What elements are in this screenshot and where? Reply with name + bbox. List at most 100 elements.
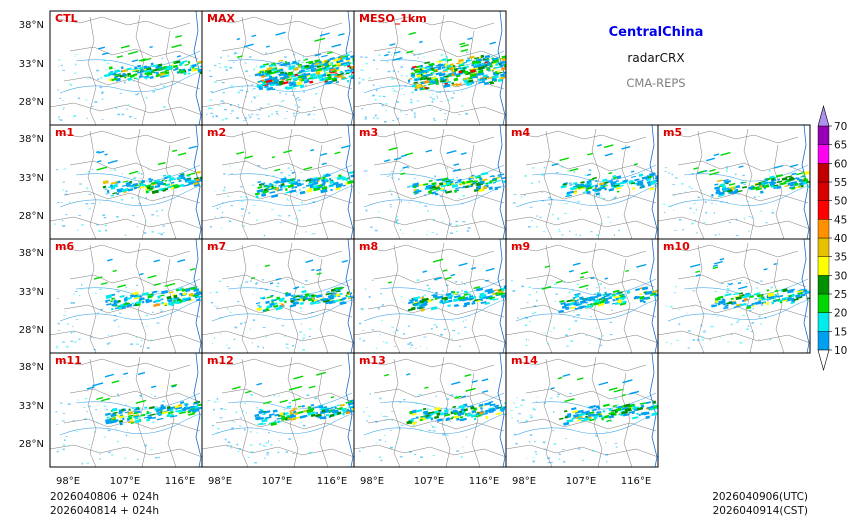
map-panel: MESO_1km: [353, 10, 507, 126]
colorbar-box: [817, 163, 830, 183]
colorbar-over-arrow: [817, 104, 830, 127]
radar-field: [354, 353, 506, 467]
panel-frame: [657, 238, 811, 354]
lon-tick-116-col3: 116°E: [469, 476, 499, 487]
colorbar-label: 60: [834, 158, 847, 170]
lon-tick-98-col2: 98°E: [208, 476, 232, 487]
colorbar-label: 10: [834, 345, 847, 357]
colorbar-label: 40: [834, 233, 847, 245]
radar-field: [50, 11, 202, 125]
panel-label: m4: [511, 126, 530, 139]
radar-field: [506, 125, 658, 239]
panel-label: m10: [663, 240, 690, 253]
map-panel: m10: [657, 238, 811, 354]
radar-field: [506, 353, 658, 467]
variable-title: radarCRX: [627, 51, 684, 65]
panel-label: CTL: [55, 12, 78, 25]
colorbar-label: 50: [834, 196, 847, 208]
colorbar-box: [817, 219, 830, 239]
lat-tick-28-row3: 28°N: [19, 325, 44, 336]
colorbar-box: [817, 293, 830, 313]
init-time-utc: 2026040806 + 024h: [50, 491, 159, 503]
radar-field: [658, 239, 810, 353]
colorbar-label: 15: [834, 326, 847, 338]
colorbar-label: 35: [834, 252, 847, 264]
radar-field: [354, 125, 506, 239]
radar-field: [202, 239, 354, 353]
lat-tick-33-row2: 33°N: [19, 173, 44, 184]
lat-tick-38-row1: 38°N: [19, 20, 44, 31]
axis-labels: 38°N 33°N 28°N 38°N 33°N 28°N 38°N 33°N …: [19, 20, 651, 487]
system-title: CMA-REPS: [626, 76, 685, 90]
lon-tick-98-col3: 98°E: [360, 476, 384, 487]
panel-label: m1: [55, 126, 74, 139]
lat-tick-28-row4: 28°N: [19, 439, 44, 450]
colorbar-under-arrow: [817, 349, 830, 372]
colorbar-box: [817, 125, 830, 145]
init-time-cst: 2026040814 + 024h: [50, 505, 159, 517]
colorbar-box: [817, 275, 830, 295]
colorbar-box: [817, 144, 830, 164]
map-panel: m3: [353, 124, 507, 240]
radar-field: [202, 125, 354, 239]
footer-block: 2026040806 + 024h 2026040814 + 024h 2026…: [50, 491, 808, 517]
colorbar-label: 20: [834, 308, 847, 320]
colorbar-label: 30: [834, 270, 847, 282]
radar-field: [202, 11, 354, 125]
panel-label: m8: [359, 240, 378, 253]
lon-tick-107-col2: 107°E: [262, 476, 292, 487]
radar-field: [202, 353, 354, 467]
map-panel: m11: [49, 352, 203, 468]
map-panel: m14: [505, 352, 659, 468]
panel-label: m6: [55, 240, 74, 253]
map-panel: m13: [353, 352, 507, 468]
lon-tick-98-col1: 98°E: [56, 476, 80, 487]
panel-label: m2: [207, 126, 226, 139]
valid-time-cst: 2026040914(CST): [713, 505, 808, 517]
colorbar-label: 55: [834, 177, 847, 189]
colorbar-box: [817, 200, 830, 220]
map-panel: m12: [201, 352, 355, 468]
lat-tick-38-row2: 38°N: [19, 134, 44, 145]
map-panel: MAX: [201, 10, 355, 126]
map-panel: m4: [505, 124, 659, 240]
panel-label: m5: [663, 126, 682, 139]
colorbar: 10 15 20 25 30 35 40 45 50 55 60 65 70: [817, 104, 847, 372]
lon-tick-107-col4: 107°E: [566, 476, 596, 487]
colorbar-label: 45: [834, 214, 847, 226]
map-panel: m7: [201, 238, 355, 354]
radar-field: [354, 239, 506, 353]
map-panel: m2: [201, 124, 355, 240]
panel-frame: [505, 352, 659, 468]
lat-tick-33-row4: 33°N: [19, 401, 44, 412]
valid-time-utc: 2026040906(UTC): [712, 491, 808, 503]
radar-field: [50, 125, 202, 239]
colorbar-box: [817, 181, 830, 201]
panels-grid: CTL MAX MESO_1km m1 m2 m3 m4 m5 m6 m7 m8 m9 m10 m11 m1…: [49, 10, 811, 468]
colorbar-box: [817, 331, 830, 351]
lat-tick-33-row3: 33°N: [19, 287, 44, 298]
panel-label: MAX: [207, 12, 235, 25]
panel-label: m11: [55, 354, 82, 367]
map-panel: CTL: [49, 10, 203, 126]
colorbar-label: 65: [834, 140, 847, 152]
panel-label: m9: [511, 240, 530, 253]
radar-field: [658, 125, 810, 239]
lat-tick-28-row1: 28°N: [19, 97, 44, 108]
colorbar-label: 70: [834, 121, 847, 133]
lon-tick-107-col1: 107°E: [110, 476, 140, 487]
lon-tick-116-col2: 116°E: [317, 476, 347, 487]
colorbar-box: [817, 256, 830, 276]
lat-tick-33-row1: 33°N: [19, 59, 44, 70]
radar-field: [50, 239, 202, 353]
panel-label: m12: [207, 354, 234, 367]
panel-label: m13: [359, 354, 386, 367]
lat-tick-38-row3: 38°N: [19, 248, 44, 259]
colorbar-box: [817, 312, 830, 332]
map-panel: m9: [505, 238, 659, 354]
lon-tick-98-col4: 98°E: [512, 476, 536, 487]
lon-tick-107-col3: 107°E: [414, 476, 444, 487]
radar-field: [506, 239, 658, 353]
panel-label: m14: [511, 354, 538, 367]
